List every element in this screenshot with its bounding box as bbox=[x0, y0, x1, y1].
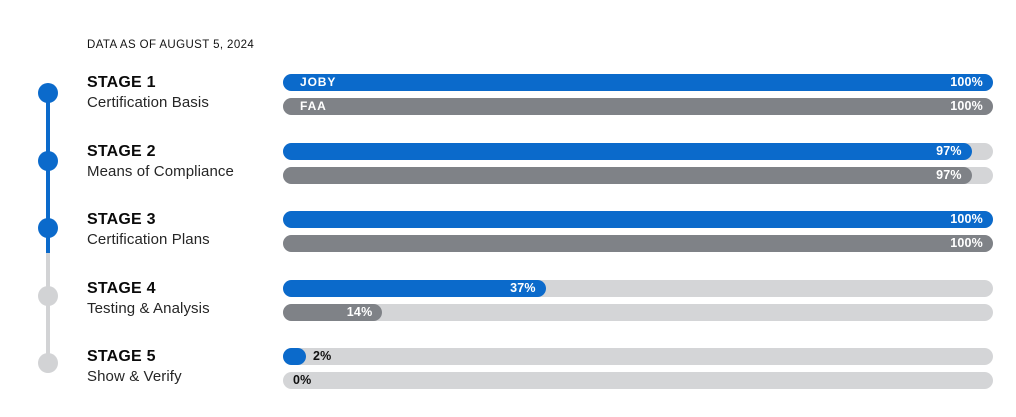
stage-subtitle: Means of Compliance bbox=[87, 162, 234, 180]
stage-4-joby-bar-track: 37% bbox=[283, 279, 993, 297]
stage-5-faa-bar-track: 0% bbox=[283, 372, 993, 389]
stage-2-dot bbox=[38, 150, 58, 171]
faa-percent-label: 100% bbox=[950, 99, 983, 113]
stage-4-faa-bar-track: 14% bbox=[283, 303, 993, 321]
stage-4-dot bbox=[38, 285, 58, 306]
stage-3-faa-bar-track: 100% bbox=[283, 235, 993, 252]
faa-progress-fill: FAA 100% bbox=[283, 98, 993, 115]
faa-percent-label: 14% bbox=[346, 304, 373, 319]
stage-row-5: STAGE 5 Show & Verify 2% 0% bbox=[0, 348, 1016, 389]
stage-2-faa-bar-track: 97% bbox=[283, 166, 993, 184]
stage-bars: 97% 97% bbox=[283, 142, 993, 184]
stage-5-joby-bar-track: 2% bbox=[283, 348, 993, 365]
stage-title: STAGE 5 bbox=[87, 348, 156, 365]
joby-progress-fill: JOBY 100% bbox=[283, 74, 993, 91]
stage-label-block: STAGE 3 Certification Plans bbox=[87, 211, 277, 250]
faa-percent-label: 100% bbox=[950, 236, 983, 250]
joby-progress-fill: 97% bbox=[283, 142, 972, 160]
stage-label-block: STAGE 2 Means of Compliance bbox=[87, 143, 277, 182]
stage-rows: STAGE 1 Certification Basis JOBY 100% FAA 100… bbox=[0, 74, 1016, 417]
stage-timeline bbox=[0, 0, 80, 417]
joby-progress-fill: 100% bbox=[283, 211, 993, 228]
stage-subtitle: Testing & Analysis bbox=[87, 299, 210, 317]
stage-3-joby-bar-track: 100% bbox=[283, 211, 993, 228]
stage-subtitle: Show & Verify bbox=[87, 368, 182, 385]
faa-percent-label: 97% bbox=[936, 167, 962, 182]
stage-row-4: STAGE 4 Testing & Analysis 37% 14% bbox=[0, 279, 1016, 321]
stage-bars: JOBY 100% FAA 100% bbox=[283, 74, 993, 115]
joby-percent-label: 100% bbox=[950, 212, 983, 226]
joby-percent-label: 97% bbox=[936, 143, 962, 158]
stage-bars: 100% 100% bbox=[283, 211, 993, 252]
faa-progress-fill: 100% bbox=[283, 235, 993, 252]
stage-title: STAGE 2 bbox=[87, 142, 156, 160]
joby-series-label: JOBY bbox=[300, 75, 337, 89]
stage-1-dot bbox=[38, 83, 58, 103]
stage-row-3: STAGE 3 Certification Plans 100% 100% bbox=[0, 211, 1016, 252]
timeline-connector-active bbox=[46, 93, 50, 253]
stage-1-joby-bar-track: JOBY 100% bbox=[283, 74, 993, 91]
faa-progress-fill: 97% bbox=[283, 166, 972, 184]
joby-percent-label: 2% bbox=[313, 349, 332, 363]
stage-subtitle: Certification Plans bbox=[87, 231, 210, 248]
stage-title: STAGE 4 bbox=[87, 279, 156, 297]
stage-row-2: STAGE 2 Means of Compliance 97% 97% bbox=[0, 142, 1016, 184]
stage-label-block: STAGE 1 Certification Basis bbox=[87, 74, 277, 113]
faa-series-label: FAA bbox=[300, 99, 327, 113]
stage-2-joby-bar-track: 97% bbox=[283, 142, 993, 160]
stage-subtitle: Certification Basis bbox=[87, 94, 209, 111]
stage-row-1: STAGE 1 Certification Basis JOBY 100% FAA 100… bbox=[0, 74, 1016, 115]
timeline-connector-inactive bbox=[46, 253, 50, 363]
stage-title: STAGE 3 bbox=[87, 211, 156, 228]
joby-progress-fill: 37% bbox=[283, 279, 546, 297]
joby-percent-label: 37% bbox=[510, 280, 536, 295]
stage-label-block: STAGE 5 Show & Verify bbox=[87, 348, 277, 387]
stage-3-dot bbox=[38, 218, 58, 238]
stage-1-faa-bar-track: FAA 100% bbox=[283, 98, 993, 115]
faa-progress-fill: 14% bbox=[283, 303, 383, 321]
joby-progress-fill bbox=[283, 348, 306, 365]
stage-title: STAGE 1 bbox=[87, 74, 156, 91]
stage-bars: 2% 0% bbox=[283, 348, 993, 389]
data-as-of-label: DATA AS OF AUGUST 5, 2024 bbox=[87, 39, 255, 51]
joby-percent-label: 100% bbox=[950, 75, 983, 89]
stage-label-block: STAGE 4 Testing & Analysis bbox=[87, 280, 277, 319]
faa-percent-label: 0% bbox=[293, 373, 312, 387]
stage-bars: 37% 14% bbox=[283, 279, 993, 321]
stage-5-dot bbox=[38, 353, 58, 373]
